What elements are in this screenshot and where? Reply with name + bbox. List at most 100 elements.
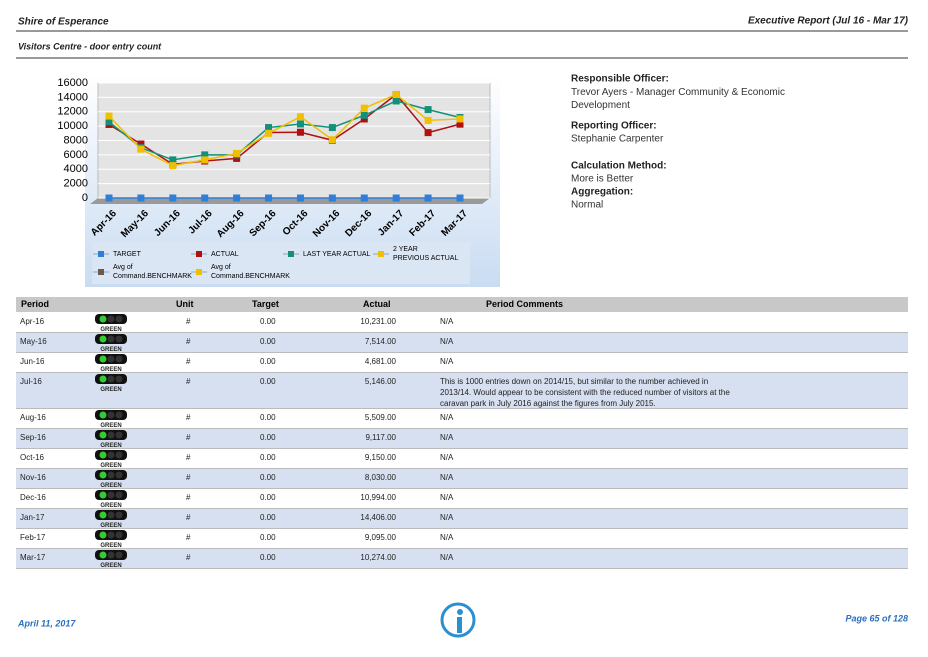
- target: 0.00: [260, 413, 276, 422]
- org: Shire of Esperance: [18, 17, 109, 28]
- table-row: Mar-17 GREEN #0.00 10,274.00 N/A: [16, 549, 908, 569]
- marker: [169, 156, 177, 164]
- actual: 8,030.00: [364, 473, 396, 482]
- info-label: Calculation Method:: [571, 161, 667, 172]
- actual: 10,274.00: [360, 553, 396, 562]
- page-number: Page 65 of 128: [845, 613, 908, 623]
- info-label: Aggregation:: [571, 187, 633, 198]
- marker: [105, 112, 113, 120]
- period: Dec-16: [20, 493, 46, 502]
- info-value: More is Better: [571, 174, 634, 185]
- column-header: Unit: [176, 299, 194, 309]
- y-tick-label: 0: [82, 192, 88, 204]
- legend-label: TARGET: [113, 251, 142, 258]
- legend-label: 2 YEAR PREVIOUS ACTUAL: [393, 246, 458, 262]
- status-icon: GREEN: [94, 373, 128, 393]
- column-header: Period Comments: [486, 299, 564, 309]
- legend-swatch: [288, 251, 294, 257]
- period: Jun-16: [20, 357, 45, 366]
- comment: N/A: [440, 413, 454, 422]
- status-label: GREEN: [100, 443, 122, 449]
- comment: This is 1000 entries down on 2014/15, bu…: [440, 377, 730, 408]
- comment: N/A: [440, 473, 454, 482]
- status-icon: GREEN: [94, 529, 128, 549]
- status-icon: GREEN: [94, 429, 128, 449]
- traffic-light: [95, 334, 127, 344]
- status-label: GREEN: [100, 367, 122, 373]
- report: Executive Report (Jul 16 - Mar 17): [748, 16, 909, 27]
- traffic-light: [95, 490, 127, 500]
- marker: [328, 194, 336, 202]
- marker: [169, 162, 177, 170]
- legend-label: ACTUAL: [211, 251, 239, 258]
- marker: [233, 194, 241, 202]
- status-icon: GREEN: [94, 509, 128, 529]
- marker: [169, 194, 177, 202]
- traffic-light: [95, 354, 127, 364]
- target: 0.00: [260, 493, 276, 502]
- legend-swatch: [196, 269, 202, 275]
- marker: [456, 194, 464, 202]
- status-icon: GREEN: [94, 449, 128, 469]
- series-line: [108, 93, 461, 166]
- marker: [201, 156, 209, 164]
- legend-bg: [92, 242, 470, 284]
- table-row: Oct-16 GREEN #0.00 9,150.00 N/A: [16, 449, 908, 469]
- status-label: GREEN: [100, 387, 122, 393]
- comment: N/A: [440, 433, 454, 442]
- traffic-light: [95, 314, 127, 324]
- target: 0.00: [260, 453, 276, 462]
- legend-swatch: [196, 251, 202, 257]
- status-label: GREEN: [100, 423, 122, 429]
- marker: [424, 116, 432, 124]
- target: 0.00: [260, 337, 276, 346]
- marker: [360, 111, 368, 119]
- actual: 10,231.00: [360, 317, 396, 326]
- y-tick-label: 16000: [57, 77, 88, 89]
- floor: [90, 198, 490, 204]
- marker: [456, 115, 464, 123]
- y-tick-label: 10000: [57, 120, 88, 132]
- y-tick-label: 4000: [64, 163, 88, 175]
- actual: 9,150.00: [364, 453, 396, 462]
- actual: 10,994.00: [360, 493, 396, 502]
- comment: N/A: [440, 357, 454, 366]
- comment: N/A: [440, 493, 454, 502]
- target: 0.00: [260, 553, 276, 562]
- table-row: Nov-16 GREEN #0.00 8,030.00 N/A: [16, 469, 908, 489]
- unit: #: [186, 377, 191, 386]
- table-row: Feb-17 GREEN #0.00 9,095.00 N/A: [16, 529, 908, 549]
- table-row: Dec-16 GREEN #0.00 10,994.00 N/A: [16, 489, 908, 509]
- unit: #: [186, 553, 191, 562]
- comment: N/A: [440, 317, 454, 326]
- period: Nov-16: [20, 473, 46, 482]
- column-header: Period: [21, 299, 50, 309]
- marker: [233, 149, 241, 157]
- legend-label: LAST YEAR ACTUAL: [303, 251, 371, 258]
- table-row: Aug-16 GREEN #0.00 5,509.00 N/A: [16, 409, 908, 429]
- marker: [201, 151, 209, 159]
- unit: #: [186, 473, 191, 482]
- period: Jan-17: [20, 513, 45, 522]
- series-line: [108, 93, 461, 167]
- marker: [137, 140, 145, 148]
- marker: [296, 194, 304, 202]
- traffic-light: [95, 410, 127, 420]
- comment: N/A: [440, 513, 454, 522]
- target: 0.00: [260, 533, 276, 542]
- unit: #: [186, 433, 191, 442]
- legend-swatch: [378, 251, 384, 257]
- marker: [265, 129, 273, 137]
- status-icon: GREEN: [94, 313, 128, 333]
- actual: 4,681.00: [364, 357, 396, 366]
- traffic-light: [95, 450, 127, 460]
- traffic-light: [95, 510, 127, 520]
- y-tick-label: 6000: [64, 149, 88, 161]
- period: Feb-17: [20, 533, 46, 542]
- marker: [456, 120, 464, 128]
- info-label: Responsible Officer:: [571, 74, 669, 85]
- y-tick-label: 14000: [57, 91, 88, 103]
- table-header: Period Unit Target Actual Period Comments: [16, 297, 908, 312]
